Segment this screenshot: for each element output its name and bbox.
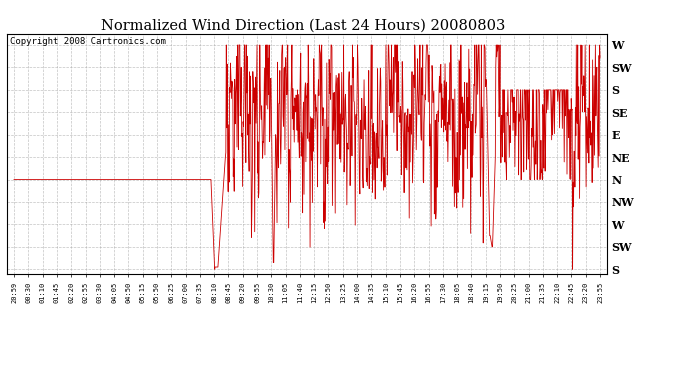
Text: Normalized Wind Direction (Last 24 Hours) 20080803: Normalized Wind Direction (Last 24 Hours… bbox=[101, 19, 506, 33]
Text: Copyright 2008 Cartronics.com: Copyright 2008 Cartronics.com bbox=[10, 38, 166, 46]
